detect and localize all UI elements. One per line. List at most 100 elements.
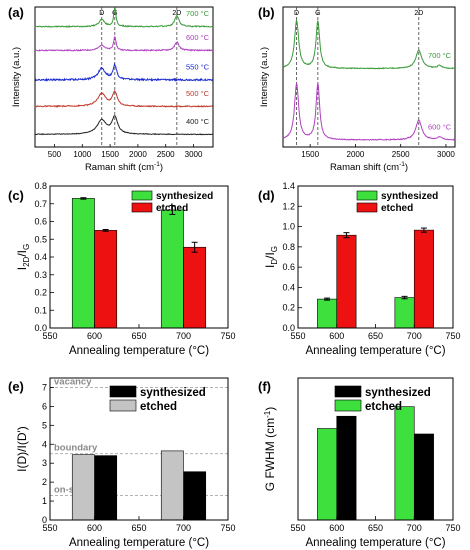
- panel-0: (a) D G 2D 700 °C 600 °C 550 °C 500 °C 400 °C 500…: [8, 5, 214, 173]
- x-tick-label: 700: [407, 331, 422, 341]
- bar: [160, 450, 184, 521]
- y-tick-label: 0.2: [282, 303, 295, 313]
- series-label: 550 °C: [186, 62, 210, 71]
- legend-label: etched: [365, 401, 402, 413]
- y-axis-title: ID/IG: [263, 246, 279, 268]
- y-tick-label: 0.3: [34, 270, 47, 280]
- series-label: 700 °C: [186, 9, 210, 18]
- legend-swatch: [131, 190, 153, 201]
- panel-label: (a): [8, 5, 24, 20]
- legend-swatch: [131, 202, 153, 213]
- x-tick-label: 1500: [301, 150, 319, 159]
- x-tick-label: 600: [329, 523, 344, 533]
- bar: [394, 297, 415, 329]
- x-tick-label: 1000: [73, 150, 91, 159]
- legend-label: synthesized: [156, 191, 213, 202]
- peak-marker-label: G: [315, 10, 320, 17]
- x-tick-label: 2000: [347, 150, 365, 159]
- legend-swatch: [334, 385, 362, 398]
- series-label: 600 °C: [186, 33, 210, 42]
- y-tick-label: 0.8: [282, 242, 295, 252]
- legend-label: etched: [156, 203, 188, 214]
- legend-label: synthesized: [381, 191, 438, 202]
- panel-label: (e): [8, 379, 24, 394]
- x-tick-label: 550: [42, 331, 57, 341]
- x-tick-label: 750: [220, 523, 235, 533]
- bar: [336, 234, 357, 329]
- x-tick-label: 2500: [157, 150, 175, 159]
- legend-swatch: [109, 385, 137, 398]
- panel-label: (b): [258, 5, 275, 20]
- spectrum-line: [282, 82, 456, 141]
- y-tick-label: 0.4: [282, 282, 295, 292]
- bar: [71, 198, 95, 329]
- x-axis-title: Raman shift (cm-1): [330, 161, 408, 173]
- y-axis-title-sub: G: [270, 246, 279, 252]
- y-tick-label: 0.4: [34, 252, 47, 262]
- spectrum-line: [34, 36, 214, 52]
- x-axis-title-end: ): [405, 162, 408, 173]
- y-tick-label: 5: [42, 420, 47, 430]
- x-tick-label: 750: [220, 331, 235, 341]
- peak-marker-label: D: [294, 10, 299, 17]
- panel-2: (c) 550 600 650 700 750 0.0 0.1 0.2 0.3 0.4 0.5 0.6 0…: [8, 181, 236, 357]
- legend-swatch: [109, 399, 137, 412]
- y-tick-label: 0.0: [282, 323, 295, 333]
- y-tick-label: 0.6: [282, 262, 295, 272]
- plot-frame: [34, 6, 214, 148]
- peak-marker-label: 2D: [414, 10, 423, 17]
- y-axis-title: Intensity (a.u.): [11, 47, 22, 107]
- panel-label: (f): [258, 379, 271, 394]
- x-tick-label: 600: [329, 331, 344, 341]
- spectrum-line: [34, 90, 214, 108]
- y-tick-label: 0.2: [34, 288, 47, 298]
- x-axis-title: Annealing temperature (°C): [69, 537, 209, 549]
- x-tick-label: 700: [176, 331, 191, 341]
- series-label: 400 °C: [186, 117, 210, 126]
- x-axis-title: Raman shift (cm-1): [85, 161, 163, 173]
- x-axis-title-sup: -1: [154, 161, 160, 168]
- y-tick-label: 0.0: [34, 323, 47, 333]
- x-tick-label: 1500: [101, 150, 119, 159]
- bar: [394, 406, 415, 521]
- series-label: 700 °C: [428, 51, 452, 60]
- y-tick-label: 0.7: [34, 199, 47, 209]
- x-tick-label: 650: [368, 331, 383, 341]
- x-tick-label: 550: [290, 523, 305, 533]
- x-tick-label: 650: [131, 331, 146, 341]
- x-axis-title: Annealing temperature (°C): [305, 537, 445, 549]
- x-tick-label: 700: [407, 523, 422, 533]
- y-axis-title-sub: G: [22, 244, 31, 250]
- series-label: 600 °C: [428, 123, 452, 132]
- y-tick-label: 7: [42, 382, 47, 392]
- spectrum-line: [34, 7, 214, 28]
- bar: [317, 298, 338, 329]
- bar: [160, 209, 184, 329]
- panel-label: (c): [8, 188, 24, 203]
- y-tick-label: 1: [42, 496, 47, 506]
- y-axis-title-sup: -1: [263, 410, 272, 418]
- y-tick-label: 6: [42, 401, 47, 411]
- legend-label: etched: [381, 203, 413, 214]
- y-tick-label: 0: [42, 515, 47, 525]
- y-axis-title-end: ): [263, 407, 277, 411]
- y-tick-label: 0.8: [34, 181, 47, 191]
- spectrum-line: [34, 115, 214, 136]
- panel-1: (b) D G 2D 700 °C 600 °C 1500 2000 2500 3000 Raman…: [258, 5, 456, 173]
- legend-swatch: [356, 190, 378, 201]
- y-axis-title: G FWHM (cm-1): [263, 407, 277, 491]
- y-axis-title-mid: /I: [15, 250, 29, 257]
- x-tick-label: 500: [48, 150, 62, 159]
- y-axis-title: I(D)/I(D'): [15, 426, 29, 472]
- series-label: 500 °C: [186, 89, 210, 98]
- x-axis-title-end: ): [160, 162, 163, 173]
- panel-3: (d) 550 600 650 700 750 0.0 0.2 0.4 0.6 0.8 1.0 1.2 1…: [258, 181, 461, 357]
- bar: [94, 230, 118, 329]
- x-tick-label: 550: [42, 523, 57, 533]
- x-tick-label: 650: [131, 523, 146, 533]
- x-tick-label: 550: [290, 331, 305, 341]
- legend-swatch: [334, 399, 362, 412]
- legend-label: synthesized: [140, 387, 206, 399]
- bar: [413, 433, 434, 521]
- y-axis-title-sub: 2D: [22, 256, 31, 266]
